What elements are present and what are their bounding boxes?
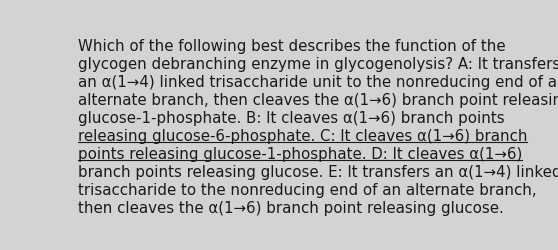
Text: Which of the following best describes the function of the: Which of the following best describes th…: [78, 39, 505, 54]
Text: points releasing glucose-1-phosphate. D: It cleaves α(1→6): points releasing glucose-1-phosphate. D:…: [78, 146, 522, 161]
Text: glucose-1-phosphate. B: It cleaves α(1→6) branch points: glucose-1-phosphate. B: It cleaves α(1→6…: [78, 110, 504, 125]
Text: an α(1→4) linked trisaccharide unit to the nonreducing end of an: an α(1→4) linked trisaccharide unit to t…: [78, 74, 558, 90]
Text: alternate branch, then cleaves the α(1→6) branch point releasing: alternate branch, then cleaves the α(1→6…: [78, 92, 558, 107]
Text: glycogen debranching enzyme in glycogenolysis? A: It transfers: glycogen debranching enzyme in glycogeno…: [78, 56, 558, 72]
Text: releasing glucose-6-phosphate. C: It cleaves α(1→6) branch: releasing glucose-6-phosphate. C: It cle…: [78, 128, 527, 143]
Text: then cleaves the α(1→6) branch point releasing glucose.: then cleaves the α(1→6) branch point rel…: [78, 200, 503, 215]
Text: branch points releasing glucose. E: It transfers an α(1→4) linked: branch points releasing glucose. E: It t…: [78, 164, 558, 179]
Text: trisaccharide to the nonreducing end of an alternate branch,: trisaccharide to the nonreducing end of …: [78, 182, 536, 197]
